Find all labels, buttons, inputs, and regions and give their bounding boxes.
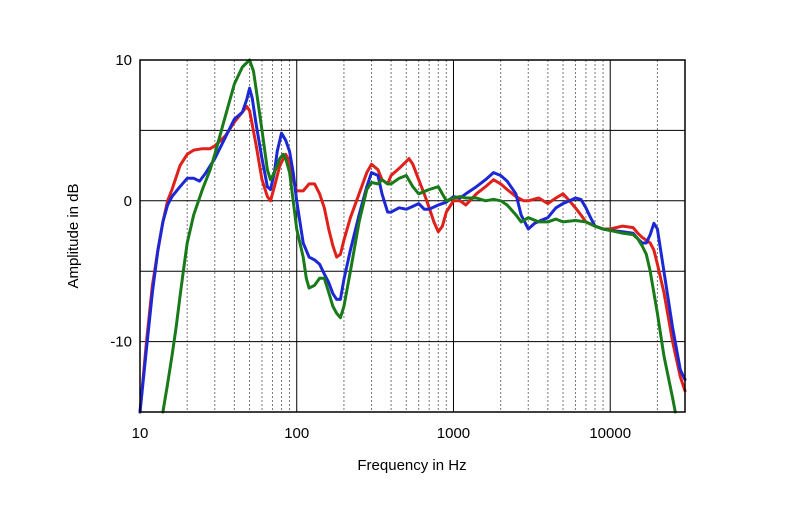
x-tick-labels: 10 100 1000 10000 [132, 425, 631, 442]
y-tick-label: 10 [115, 52, 132, 69]
plot-frame [139, 59, 686, 413]
x-tick-label: 100 [284, 425, 309, 442]
x-tick-label: 10000 [589, 425, 631, 442]
x-tick-label: 1000 [437, 425, 470, 442]
x-tick-label: 10 [132, 425, 149, 442]
series-layer [138, 58, 687, 414]
y-tick-labels: 10 0 -10 [110, 52, 132, 351]
y-axis-title: Amplitude in dB [65, 183, 82, 288]
series-line-2 [138, 86, 687, 414]
plot-grid [139, 59, 686, 413]
y-tick-label: -10 [110, 334, 132, 351]
series-line-3 [161, 58, 677, 414]
y-tick-label: 0 [124, 193, 132, 210]
x-axis-title: Frequency in Hz [357, 457, 466, 474]
